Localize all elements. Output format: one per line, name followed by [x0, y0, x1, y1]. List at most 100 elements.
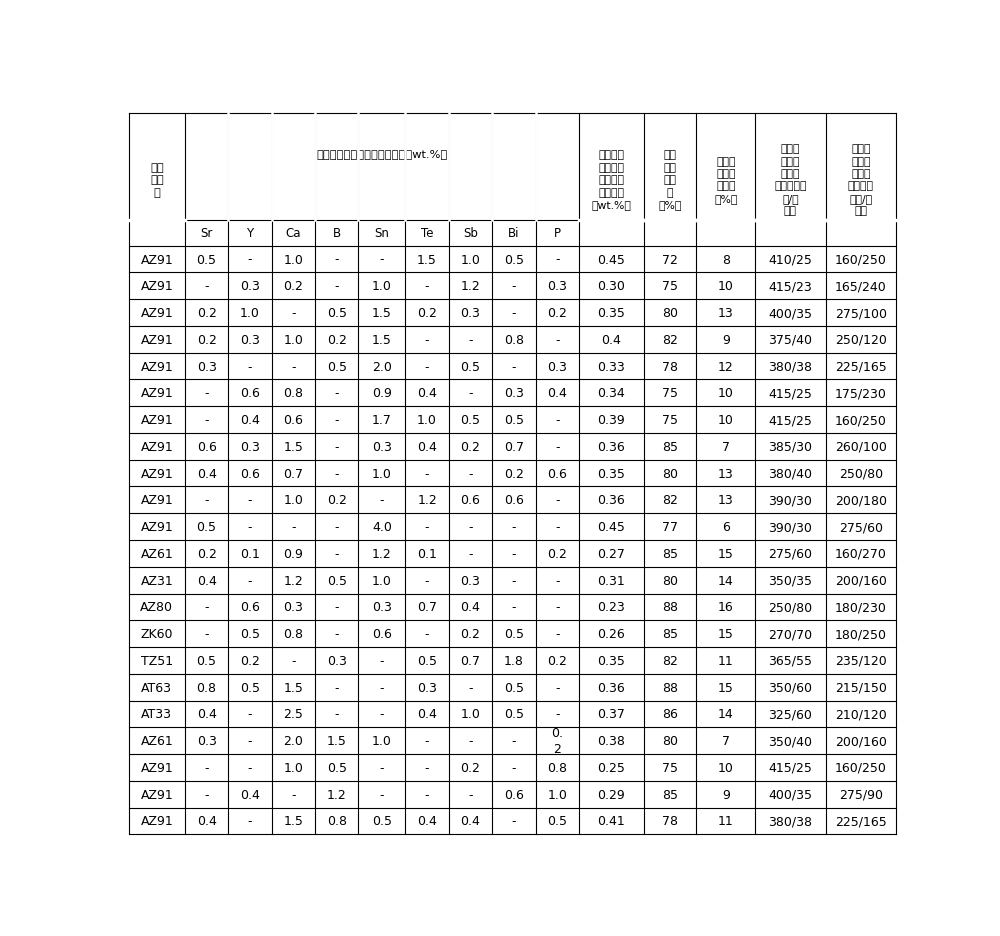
Text: 275/100: 275/100 — [835, 307, 887, 320]
Text: -: - — [334, 467, 339, 480]
Text: -: - — [291, 360, 296, 373]
Text: 0.3: 0.3 — [327, 654, 347, 667]
Text: 0.6: 0.6 — [372, 627, 392, 640]
Text: -: - — [555, 681, 559, 694]
Text: 88: 88 — [662, 601, 678, 614]
Text: 0.3: 0.3 — [372, 440, 392, 453]
Text: 0.3: 0.3 — [547, 280, 567, 293]
Text: 200/180: 200/180 — [835, 494, 887, 506]
Text: 10: 10 — [718, 387, 734, 400]
Text: 160/270: 160/270 — [835, 548, 887, 561]
Text: -: - — [425, 333, 429, 346]
Text: 0.5: 0.5 — [504, 681, 524, 694]
Text: AZ61: AZ61 — [141, 735, 173, 748]
Text: 0.3: 0.3 — [197, 360, 217, 373]
Text: 82: 82 — [662, 654, 678, 667]
Text: AZ91: AZ91 — [141, 788, 173, 801]
Text: 15: 15 — [718, 627, 734, 640]
Text: 225/165: 225/165 — [835, 360, 887, 373]
Text: 86: 86 — [662, 708, 678, 721]
Text: -: - — [555, 254, 559, 266]
Text: 72: 72 — [662, 254, 678, 266]
Text: 0.
2: 0. 2 — [551, 726, 563, 755]
Text: 350/35: 350/35 — [768, 574, 812, 587]
Text: 400/35: 400/35 — [768, 788, 812, 801]
Text: 415/25: 415/25 — [768, 761, 812, 774]
Text: 250/120: 250/120 — [835, 333, 887, 346]
Text: 0.6: 0.6 — [240, 601, 260, 614]
Text: 1.2: 1.2 — [327, 788, 347, 801]
Text: 0.4: 0.4 — [461, 814, 480, 827]
Text: 1.0: 1.0 — [461, 254, 480, 266]
Text: -: - — [248, 520, 252, 534]
Text: -: - — [291, 520, 296, 534]
Text: 0.5: 0.5 — [197, 254, 217, 266]
Text: 16: 16 — [718, 601, 734, 614]
Text: 0.3: 0.3 — [240, 333, 260, 346]
Text: AZ91: AZ91 — [141, 387, 173, 400]
Text: 275/90: 275/90 — [839, 788, 883, 801]
Text: 0.4: 0.4 — [417, 440, 437, 453]
Text: -: - — [248, 814, 252, 827]
Text: AZ91: AZ91 — [141, 254, 173, 266]
Text: -: - — [334, 548, 339, 561]
Text: 0.35: 0.35 — [598, 467, 625, 480]
Text: 175/230: 175/230 — [835, 387, 887, 400]
Text: 160/250: 160/250 — [835, 761, 887, 774]
Text: -: - — [555, 627, 559, 640]
Text: -: - — [512, 360, 516, 373]
Text: 85: 85 — [662, 548, 678, 561]
Text: 75: 75 — [662, 414, 678, 427]
Text: 0.7: 0.7 — [460, 654, 480, 667]
Text: 0.6: 0.6 — [547, 467, 567, 480]
Text: 每道次
压向量
不小于
（%）: 每道次 压向量 不小于 （%） — [714, 156, 737, 204]
Text: 0.33: 0.33 — [598, 360, 625, 373]
Text: 1.0: 1.0 — [417, 414, 437, 427]
Text: 10: 10 — [718, 761, 734, 774]
Text: -: - — [468, 788, 473, 801]
Text: 0.4: 0.4 — [240, 788, 260, 801]
Text: AZ91: AZ91 — [141, 761, 173, 774]
Text: Sn: Sn — [374, 227, 389, 240]
Text: 2.0: 2.0 — [283, 735, 303, 748]
Text: 0.45: 0.45 — [598, 520, 625, 534]
Text: 第二相
均匀化
热处理
参数（摄氏
度/分
钟）: 第二相 均匀化 热处理 参数（摄氏 度/分 钟） — [774, 144, 807, 216]
Text: 稀释前小坩埚中微量元素含量（wt.%）: 稀释前小坩埚中微量元素含量（wt.%） — [316, 150, 448, 159]
Text: -: - — [291, 307, 296, 320]
Text: 0.6: 0.6 — [504, 788, 524, 801]
Text: 15: 15 — [718, 681, 734, 694]
Text: -: - — [334, 414, 339, 427]
Text: 0.38: 0.38 — [598, 735, 625, 748]
Text: 0.9: 0.9 — [372, 387, 392, 400]
Text: 180/230: 180/230 — [835, 601, 887, 614]
Text: -: - — [248, 735, 252, 748]
Text: 0.3: 0.3 — [240, 440, 260, 453]
Text: -: - — [468, 467, 473, 480]
Text: -: - — [555, 708, 559, 721]
Text: 0.2: 0.2 — [547, 654, 567, 667]
Text: 0.2: 0.2 — [547, 307, 567, 320]
Text: 0.5: 0.5 — [197, 654, 217, 667]
Text: 13: 13 — [718, 494, 734, 506]
Text: 1.5: 1.5 — [327, 735, 347, 748]
Text: -: - — [555, 520, 559, 534]
Text: 0.2: 0.2 — [283, 280, 303, 293]
Text: -: - — [248, 574, 252, 587]
Text: 365/55: 365/55 — [768, 654, 812, 667]
Text: 1.0: 1.0 — [283, 333, 303, 346]
Text: 0.5: 0.5 — [327, 574, 347, 587]
Text: TZ51: TZ51 — [141, 654, 173, 667]
Text: 0.6: 0.6 — [197, 440, 217, 453]
Text: -: - — [425, 761, 429, 774]
Text: -: - — [555, 574, 559, 587]
Text: -: - — [248, 761, 252, 774]
Text: AZ91: AZ91 — [141, 307, 173, 320]
Text: -: - — [334, 520, 339, 534]
Text: 0.2: 0.2 — [461, 761, 480, 774]
Text: -: - — [204, 414, 209, 427]
Text: 0.5: 0.5 — [460, 414, 480, 427]
Text: 275/60: 275/60 — [768, 548, 812, 561]
Text: 1.0: 1.0 — [283, 254, 303, 266]
Text: AT33: AT33 — [141, 708, 172, 721]
Text: -: - — [468, 520, 473, 534]
